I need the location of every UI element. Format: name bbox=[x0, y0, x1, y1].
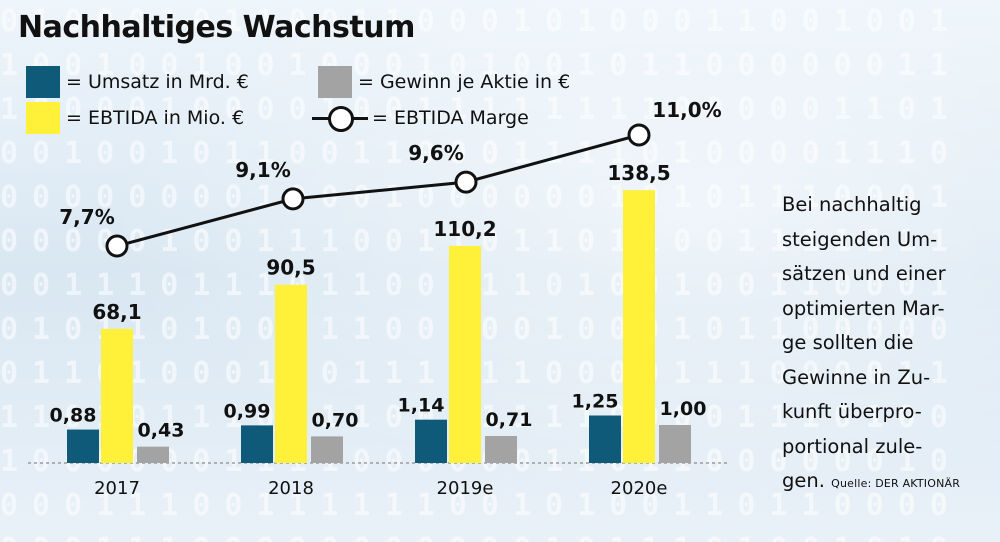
marker-marge-2018 bbox=[281, 187, 305, 211]
legend-label-marge: = EBTIDA Marge bbox=[372, 107, 529, 129]
data-label-gewinn-2018: 0,70 bbox=[312, 409, 359, 431]
bar-ebitda-2019e bbox=[449, 245, 481, 463]
data-label-marge-2020e: 11,0% bbox=[652, 98, 721, 122]
legend-swatch-umsatz bbox=[26, 66, 60, 98]
legend-item-ebitda: = EBTIDA in Mio. € bbox=[26, 102, 244, 134]
legend-label-umsatz: = Umsatz in Mrd. € bbox=[66, 71, 249, 93]
legend-item-umsatz: = Umsatz in Mrd. € bbox=[26, 66, 249, 98]
bar-umsatz-2018 bbox=[241, 425, 273, 463]
data-label-umsatz-2018: 0,99 bbox=[224, 400, 271, 422]
data-label-gewinn-2019e: 0,71 bbox=[486, 409, 533, 431]
data-label-umsatz-2020e: 1,25 bbox=[572, 391, 619, 413]
bar-gewinn-2017 bbox=[137, 446, 169, 463]
bar-ebitda-2018 bbox=[275, 284, 307, 463]
chart-title: Nachhaltiges Wachstum bbox=[18, 10, 415, 45]
data-label-ebitda-2017: 68,1 bbox=[92, 300, 141, 324]
marker-marge-2019e bbox=[454, 170, 478, 194]
legend-label-gewinn: = Gewinn je Aktie in € bbox=[358, 71, 571, 93]
bar-umsatz-2017 bbox=[67, 429, 99, 463]
x-tick-label-2017: 2017 bbox=[94, 478, 140, 499]
data-label-marge-2019e: 9,6% bbox=[408, 141, 463, 165]
data-label-ebitda-2019e: 110,2 bbox=[433, 217, 496, 241]
data-label-marge-2018: 9,1% bbox=[235, 158, 290, 182]
side-commentary: Bei nachhaltig steigenden Um- sätzen und… bbox=[782, 188, 982, 502]
bar-ebitda-2020e bbox=[623, 190, 655, 463]
legend-item-marge: = EBTIDA Marge bbox=[312, 102, 529, 134]
bar-gewinn-2020e bbox=[659, 425, 691, 463]
data-label-marge-2017: 7,7% bbox=[59, 205, 114, 229]
legend-line-marker-icon bbox=[312, 102, 368, 134]
data-label-ebitda-2018: 90,5 bbox=[266, 256, 315, 280]
side-commentary-text: Bei nachhaltig steigenden Um- sätzen und… bbox=[782, 193, 946, 492]
data-label-umsatz-2019e: 1,14 bbox=[398, 395, 445, 417]
legend-swatch-ebitda bbox=[26, 102, 60, 134]
data-label-umsatz-2017: 0,88 bbox=[50, 405, 97, 427]
data-label-ebitda-2020e: 138,5 bbox=[607, 161, 670, 185]
x-tick-label-2018: 2018 bbox=[268, 478, 314, 499]
x-tick-label-2019e: 2019e bbox=[437, 478, 494, 499]
marker-marge-2017 bbox=[105, 234, 129, 258]
x-tick-label-2020e: 2020e bbox=[611, 478, 668, 499]
source-credit: Quelle: DER AKTIONÄR bbox=[831, 477, 961, 490]
line-ebtida-marge bbox=[116, 133, 640, 248]
bar-umsatz-2020e bbox=[589, 415, 621, 463]
legend-label-ebitda: = EBTIDA in Mio. € bbox=[66, 107, 245, 129]
bar-umsatz-2019e bbox=[415, 419, 447, 463]
bar-gewinn-2019e bbox=[485, 436, 517, 463]
marker-marge-2020e bbox=[627, 123, 651, 147]
legend-item-gewinn: = Gewinn je Aktie in € bbox=[318, 66, 570, 98]
bar-ebitda-2017 bbox=[101, 328, 133, 463]
legend-swatch-gewinn bbox=[318, 66, 352, 98]
bar-gewinn-2018 bbox=[311, 436, 343, 463]
data-label-gewinn-2017: 0,43 bbox=[138, 420, 185, 442]
data-label-gewinn-2020e: 1,00 bbox=[660, 398, 707, 420]
